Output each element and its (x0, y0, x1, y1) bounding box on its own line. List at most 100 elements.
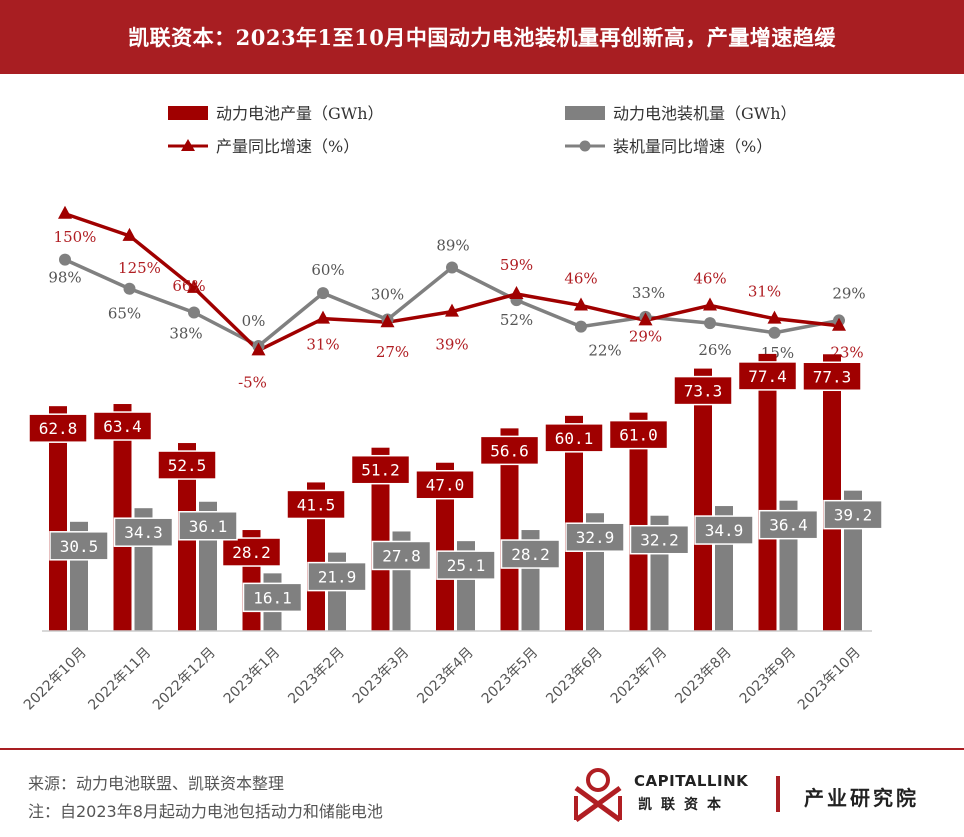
installed-growth-point (575, 320, 587, 333)
production-value-label: 47.0 (426, 476, 465, 495)
production-value-label: 63.4 (103, 417, 142, 436)
production-growth-label: 59% (500, 256, 533, 274)
production-growth-point (509, 285, 524, 299)
legend-swatch (168, 106, 208, 120)
installed-value-label: 39.2 (834, 506, 873, 525)
installed-value-label: 16.1 (253, 588, 292, 607)
x-tick-label: 2023年9月 (737, 645, 800, 708)
production-bar (758, 353, 777, 631)
installed-growth-label: 89% (436, 237, 469, 255)
installed-growth-label: 52% (500, 311, 533, 329)
installed-growth-label: 30% (371, 286, 404, 304)
production-label-box (28, 413, 88, 443)
legend-label: 动力电池产量（GWh） (216, 104, 384, 123)
legend-item-1: 动力电池产量（GWh） (168, 104, 384, 123)
production-growth-point (58, 205, 72, 219)
installed-label-box (113, 517, 174, 547)
production-growth-label: 66% (172, 277, 205, 295)
logo-english: CAPITALLINK (634, 772, 749, 790)
production-value-label: 62.8 (39, 419, 78, 438)
installed-label-box (823, 499, 883, 530)
installed-value-label: 28.2 (511, 545, 550, 564)
installed-growth-label: 29% (832, 284, 865, 302)
footnote: 注：自2023年8月起动力电池包括动力和储能电池 (28, 802, 383, 821)
installed-label-box (307, 561, 367, 592)
production-growth-label: -5% (238, 373, 267, 391)
installed-value-label: 27.8 (382, 546, 421, 565)
legend-item-4: 装机量同比增速（%） (565, 137, 772, 156)
installed-growth-label: 60% (311, 261, 344, 279)
production-growth-label: 46% (693, 269, 726, 287)
x-tick-label: 2023年2月 (285, 645, 348, 708)
installed-label-box (758, 509, 819, 540)
x-tick-label: 2023年4月 (414, 645, 477, 708)
installed-value-label: 21.9 (318, 568, 357, 587)
legend: 动力电池产量（GWh） 动力电池装机量（GWh） 产量同比增速（%） 装机量同比增速（… (168, 104, 797, 156)
production-value-label: 56.6 (490, 441, 529, 460)
production-growth-point (445, 303, 459, 317)
production-bar (694, 368, 712, 631)
production-growth-label: 27% (376, 343, 409, 361)
x-tick-label: 2022年11月 (85, 645, 154, 714)
production-label-box (544, 423, 604, 453)
legend-label: 装机量同比增速（%） (613, 137, 772, 156)
production-label-box (479, 435, 540, 466)
production-label-box (92, 411, 153, 441)
production-label-box (608, 419, 669, 450)
production-growth-point (703, 297, 717, 311)
logo-separator (776, 776, 780, 812)
production-value-label: 77.3 (813, 367, 852, 386)
installed-value-label: 32.9 (576, 528, 615, 547)
installed-value-label: 32.2 (640, 531, 679, 550)
production-bar (307, 482, 325, 631)
production-value-label: 28.2 (232, 543, 271, 562)
x-tick-label: 2022年12月 (150, 645, 219, 714)
installed-label-box (565, 522, 625, 552)
production-growth-point (574, 297, 588, 311)
production-value-label: 41.5 (297, 495, 336, 514)
logo-mark-icon (574, 768, 622, 823)
production-value-label: 51.2 (361, 461, 400, 480)
capitallink-logo: CAPITALLINK 凯联资本 产业研究院 (568, 766, 948, 823)
production-growth-label: 29% (629, 327, 662, 345)
production-value-label: 61.0 (619, 426, 658, 445)
production-bar (371, 447, 390, 631)
installed-value-label: 34.9 (705, 521, 744, 540)
production-growth-point (122, 227, 137, 241)
x-tick-label: 2022年10月 (21, 645, 90, 714)
installed-growth-label: 38% (169, 325, 202, 343)
production-growth-label: 46% (564, 269, 597, 287)
x-tick-label: 2023年7月 (608, 645, 671, 708)
legend-item-2: 动力电池装机量（GWh） (565, 104, 797, 123)
x-tick-label: 2023年8月 (672, 645, 735, 708)
production-label-box (157, 450, 217, 480)
logo-chinese: 凯联资本 (638, 797, 730, 813)
installed-growth-point (446, 261, 458, 274)
production-growth-point (187, 279, 201, 293)
production-bar (823, 354, 841, 631)
x-tick-label: 2023年1月 (221, 645, 284, 708)
installed-value-label: 36.4 (769, 516, 808, 535)
installed-growth-label: 33% (632, 284, 665, 302)
production-value-label: 52.5 (168, 456, 207, 475)
production-label-box (286, 489, 346, 520)
installed-label-box (500, 539, 561, 569)
production-label-box (802, 361, 862, 392)
x-tick-label: 2023年6月 (543, 645, 606, 708)
production-growth-label: 39% (435, 336, 468, 354)
production-bar (49, 406, 67, 631)
x-tick-label: 2023年5月 (479, 645, 542, 708)
installed-value-label: 25.1 (447, 556, 486, 575)
installed-growth-point (317, 287, 329, 300)
production-value-label: 60.1 (555, 429, 594, 448)
installed-growth-label: 22% (588, 342, 621, 360)
production-label-box (673, 375, 733, 406)
line-layer: 150%125%66%-5%31% 27% 39%59%46%29%46%31%23… (48, 205, 866, 391)
installed-label-box (371, 540, 432, 571)
installed-label-box (436, 550, 496, 580)
production-growth-point (380, 314, 395, 328)
installed-growth-label: 26% (698, 341, 731, 359)
production-growth-point (832, 317, 846, 331)
installed-growth-label: 98% (48, 269, 81, 287)
installed-growth-point (768, 326, 781, 339)
